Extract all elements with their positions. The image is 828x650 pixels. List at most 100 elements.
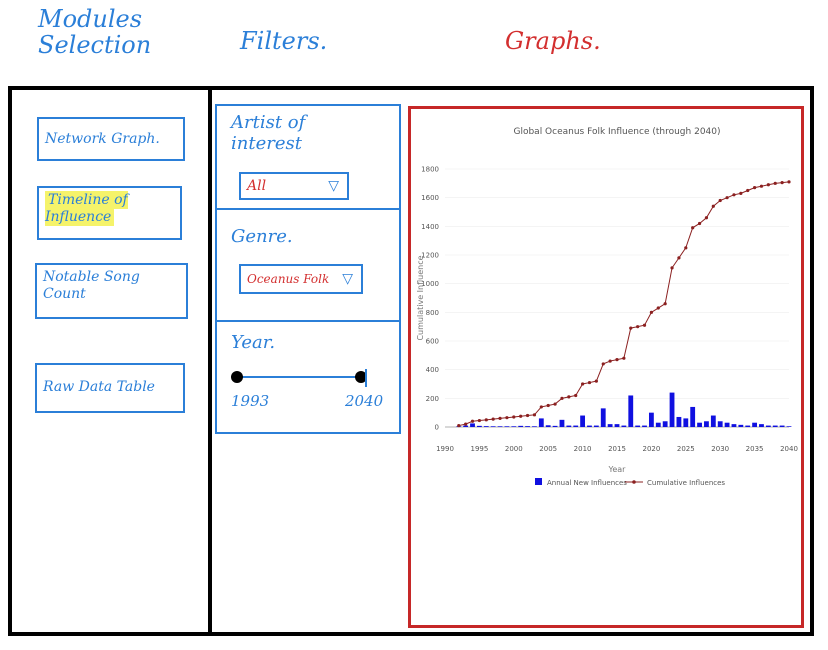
y-tick-label: 200 <box>426 395 439 403</box>
point-cumulative-influences <box>525 413 530 418</box>
point-cumulative-influences <box>697 221 702 226</box>
point-cumulative-influences <box>587 380 592 385</box>
bar-annual-new-influences <box>717 421 723 427</box>
point-cumulative-influences <box>711 204 715 208</box>
filters-header: Filters. <box>240 27 328 55</box>
year-range-slider[interactable] <box>231 371 367 383</box>
bar-annual-new-influences <box>593 425 599 427</box>
year-filter-label: Year. <box>231 332 276 353</box>
bar-annual-new-influences <box>559 419 565 427</box>
bar-annual-new-influences <box>483 426 489 427</box>
y-tick-label: 400 <box>426 366 439 374</box>
bar-annual-new-influences <box>683 418 689 427</box>
point-cumulative-influences <box>484 418 488 422</box>
timeline-of-influence-button[interactable]: Timeline of Influence <box>37 186 182 240</box>
point-cumulative-influences <box>746 188 750 193</box>
bar-annual-new-influences <box>779 425 785 427</box>
x-tick-label: 1995 <box>470 445 488 453</box>
network-graph-button[interactable]: Network Graph. <box>37 117 185 161</box>
graphs-header: Graphs. <box>505 27 601 55</box>
main-frame: Network Graph. Timeline of Influence Not… <box>8 86 814 636</box>
y-tick-label: 1400 <box>421 223 439 231</box>
bar-annual-new-influences <box>635 425 641 427</box>
bar-annual-new-influences <box>690 406 696 427</box>
bar-annual-new-influences <box>566 425 572 427</box>
bar-annual-new-influences <box>642 425 647 427</box>
point-cumulative-influences <box>491 417 495 421</box>
point-cumulative-influences <box>684 246 688 250</box>
year-max-handle[interactable] <box>355 371 367 383</box>
x-tick-label: 2020 <box>642 445 660 453</box>
bar-annual-new-influences <box>545 425 551 427</box>
bar-annual-new-influences <box>697 422 702 427</box>
bar-annual-new-influences <box>538 418 544 427</box>
x-axis-label: Year <box>608 465 627 474</box>
bar-annual-new-influences <box>580 415 586 427</box>
bar-annual-new-influences <box>573 425 579 427</box>
y-tick-label: 1000 <box>421 280 439 288</box>
legend-label-cumulative: Cumulative Influences <box>647 479 725 487</box>
bar-annual-new-influences <box>552 425 558 427</box>
bar-annual-new-influences <box>655 422 661 427</box>
artist-filter-label: Artist of interest <box>231 112 306 154</box>
bar-annual-new-influences <box>511 426 517 427</box>
point-cumulative-influences <box>670 266 674 270</box>
bar-annual-new-influences <box>676 416 682 427</box>
x-tick-label: 2005 <box>539 445 557 453</box>
bar-annual-new-influences <box>518 425 524 427</box>
legend-marker-cumulative <box>632 480 636 484</box>
point-cumulative-influences <box>642 323 647 327</box>
genre-filter-label: Genre. <box>231 226 293 247</box>
bar-annual-new-influences <box>470 423 475 427</box>
point-cumulative-influences <box>732 193 736 197</box>
artist-dropdown[interactable]: All ▽ <box>239 172 349 200</box>
artist-dropdown-value: All <box>247 178 267 194</box>
filters-panel: Artist of interest All ▽ Genre. Oceanus … <box>215 104 401 434</box>
y-tick-label: 1800 <box>421 166 439 174</box>
bar-annual-new-influences <box>786 426 792 427</box>
bar-annual-new-influences <box>497 426 503 427</box>
point-cumulative-influences <box>539 405 543 409</box>
notable-song-count-button[interactable]: Notable Song Count <box>35 263 188 319</box>
bar-annual-new-influences <box>669 392 675 427</box>
bar-annual-new-influences <box>772 425 778 427</box>
point-cumulative-influences <box>512 415 516 419</box>
x-tick-label: 2040 <box>780 445 798 453</box>
graph-panel: Global Oceanus Folk Influence (through 2… <box>408 106 804 628</box>
point-cumulative-influences <box>519 414 523 418</box>
notable-song-count-label: Notable Song Count <box>43 269 140 302</box>
bar-annual-new-influences <box>607 424 613 427</box>
bar-annual-new-influences <box>738 424 744 427</box>
point-cumulative-influences <box>629 326 633 330</box>
x-tick-label: 2015 <box>608 445 626 453</box>
point-cumulative-influences <box>780 181 784 185</box>
genre-dropdown[interactable]: Oceanus Folk ▽ <box>239 264 363 294</box>
bar-annual-new-influences <box>752 422 758 427</box>
point-cumulative-influences <box>498 416 502 420</box>
point-cumulative-influences <box>759 184 764 188</box>
bar-annual-new-influences <box>532 426 537 427</box>
bar-annual-new-influences <box>759 424 764 427</box>
timeline-of-influence-label: Timeline of Influence <box>45 191 128 226</box>
chevron-down-icon: ▽ <box>342 271 353 287</box>
point-cumulative-influences <box>560 396 564 400</box>
artist-filter-section: Artist of interest All ▽ <box>217 106 399 210</box>
raw-data-table-button[interactable]: Raw Data Table <box>35 363 185 413</box>
point-cumulative-influences <box>574 393 578 398</box>
y-tick-label: 0 <box>435 424 439 432</box>
bar-annual-new-influences <box>724 422 730 427</box>
point-cumulative-influences <box>464 422 468 426</box>
year-min-handle[interactable] <box>231 371 243 383</box>
slider-end-tick <box>365 369 367 387</box>
x-tick-label: 1990 <box>436 445 454 453</box>
chevron-down-icon: ▽ <box>328 178 339 194</box>
legend-swatch-annual <box>535 478 542 485</box>
bar-annual-new-influences <box>587 425 592 427</box>
x-tick-label: 2025 <box>677 445 695 453</box>
bar-annual-new-influences <box>525 426 530 427</box>
point-cumulative-influences <box>656 306 660 310</box>
point-cumulative-influences <box>725 196 729 200</box>
point-cumulative-influences <box>691 226 695 230</box>
point-cumulative-influences <box>608 359 612 363</box>
point-cumulative-influences <box>553 402 557 406</box>
